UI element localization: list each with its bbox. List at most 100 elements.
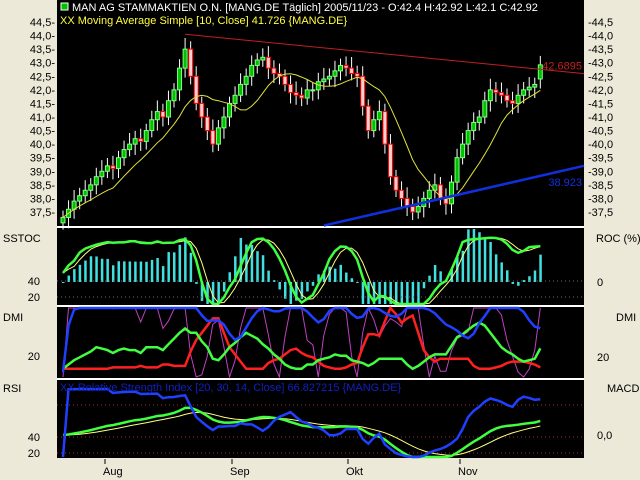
candle	[127, 143, 133, 151]
roc-tick: 0	[597, 277, 603, 289]
candle	[293, 92, 299, 96]
roc-bar	[400, 282, 404, 304]
candle	[82, 189, 88, 197]
roc-bar	[278, 282, 281, 290]
roc-bar	[134, 261, 137, 282]
candle	[210, 130, 216, 145]
roc-bar	[173, 252, 176, 282]
roc-bar	[100, 258, 104, 282]
roc-bar	[472, 229, 476, 282]
roc-bar	[350, 278, 354, 282]
roc-bar	[234, 256, 237, 282]
price-tick-right: -43,0	[588, 58, 613, 70]
price-tick-right: -41,0	[588, 112, 613, 124]
candle	[171, 89, 177, 102]
adx-line	[61, 306, 541, 373]
candle	[232, 94, 238, 104]
candle	[393, 176, 399, 191]
candle	[449, 181, 454, 205]
roc-bar	[372, 282, 376, 304]
dmi-tick: 20	[28, 351, 40, 363]
roc-bar	[167, 252, 170, 282]
candle	[504, 94, 510, 102]
macd-tick: 0,0	[597, 430, 612, 442]
candle	[227, 102, 232, 118]
roc-bar	[117, 261, 120, 282]
sstoc-tick: 40	[28, 276, 40, 288]
candle	[465, 130, 471, 145]
candle	[537, 64, 543, 80]
price-tick-left: 38,5-	[30, 180, 55, 192]
roc-label: ROC (%)	[596, 233, 640, 245]
roc-bar	[261, 255, 265, 282]
roc-bar	[483, 239, 487, 282]
candle	[149, 119, 155, 132]
roc-bar	[111, 265, 115, 282]
roc-bar	[84, 260, 87, 282]
dmi-tick-right: 20	[597, 352, 609, 364]
candle	[182, 48, 188, 69]
roc-bar	[450, 269, 453, 282]
candle	[177, 67, 183, 91]
candle	[476, 116, 482, 123]
price-tick-right: -44,0	[588, 31, 613, 43]
rsi-label: RSI	[3, 383, 21, 395]
candle	[532, 83, 538, 88]
roc-bar	[333, 268, 337, 282]
roc-bar	[500, 262, 503, 282]
roc-bar	[145, 261, 148, 282]
candle	[310, 89, 316, 92]
candle	[454, 157, 460, 183]
price-tick-right: -39,0	[588, 166, 613, 178]
roc-bar	[189, 252, 193, 282]
roc-bar	[328, 266, 331, 282]
roc-bar	[378, 282, 381, 304]
candle	[193, 75, 199, 104]
candle	[354, 73, 360, 77]
roc-bar	[478, 232, 481, 282]
candle	[282, 75, 288, 85]
roc-bar	[511, 282, 515, 284]
roc-bar	[73, 269, 76, 282]
dmi-minus-line	[63, 305, 541, 371]
roc-bar	[411, 282, 415, 304]
candle	[498, 92, 504, 96]
candle	[99, 170, 105, 178]
roc-bar	[439, 271, 442, 282]
roc-bar	[522, 280, 526, 282]
candle	[304, 89, 310, 99]
x-tick-label: Sep	[230, 466, 250, 478]
roc-bar	[467, 229, 470, 282]
candle	[116, 157, 121, 170]
price-tick-left: 40,0-	[30, 139, 55, 151]
price-tick-right: -38,0	[588, 193, 613, 205]
roc-bar	[106, 258, 109, 282]
candle	[199, 102, 205, 118]
price-tick-left: 41,5-	[30, 98, 55, 110]
rsi-tick: 20	[28, 448, 40, 460]
roc-bar	[489, 242, 492, 282]
candle	[471, 121, 477, 132]
price-tick-left: 43,5-	[30, 44, 55, 56]
price-tick-left: 39,0-	[30, 166, 55, 178]
candle	[160, 111, 166, 118]
candle	[326, 75, 332, 80]
x-tick-label: Okt	[346, 466, 363, 478]
candle	[88, 184, 94, 191]
price-tick-left: 44,0-	[30, 31, 55, 43]
roc-bar	[533, 270, 537, 282]
candle	[415, 206, 421, 213]
price-tick-right: -40,0	[588, 139, 613, 151]
candle	[243, 75, 249, 85]
roc-bar	[361, 282, 365, 304]
roc-bar	[211, 282, 215, 304]
resistance-trendline	[185, 33, 585, 75]
candle	[387, 143, 393, 178]
candle	[343, 64, 349, 69]
moving-average-line	[62, 73, 541, 218]
roc-bar	[306, 282, 309, 292]
price-tick-right: -44,5	[588, 17, 613, 29]
roc-bar	[250, 244, 254, 282]
roc-bar	[422, 282, 426, 289]
